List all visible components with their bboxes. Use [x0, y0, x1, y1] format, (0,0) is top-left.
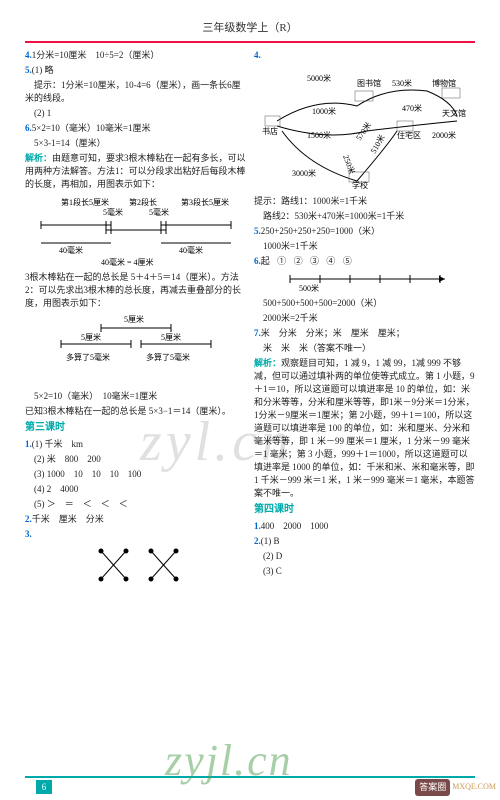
svg-text:图书馆: 图书馆: [357, 78, 381, 88]
s3q1-num: 1.: [25, 439, 32, 449]
svg-text:1500米: 1500米: [307, 130, 331, 140]
rq6-num: 6.: [254, 256, 261, 266]
page-header: 三年级数学上（R）: [25, 20, 475, 37]
svg-text:5毫米: 5毫米: [103, 207, 123, 217]
svg-text:40毫米: 40毫米: [59, 245, 83, 255]
svg-text:5000米: 5000米: [307, 73, 331, 83]
footer-rule: [25, 776, 475, 778]
svg-text:470米: 470米: [402, 103, 422, 113]
q4-text: 1分米=10厘米 10÷5=2（厘米）: [32, 50, 160, 60]
rq5a: 250+250+250+250=1000（米）: [261, 226, 380, 236]
q5-text: (1) 略: [32, 65, 54, 75]
s4q1-num: 1.: [254, 521, 261, 531]
r-ana-label: 解析：: [254, 358, 281, 368]
diag2-eq: 5×2=10（毫米） 10毫米=1厘米: [25, 390, 246, 403]
map-diagram: 5000米 图书馆 530米 博物馆 1000米 470米 天文馆 书店 150…: [254, 66, 475, 191]
q5-2: (2) 1: [25, 107, 246, 120]
s4q1-text: 400 2000 1000: [261, 521, 329, 531]
rq7b: 米 米 米（答案不唯一）: [254, 342, 475, 355]
stamp-text: MXQE.COM: [452, 781, 496, 793]
svg-text:530米: 530米: [392, 78, 412, 88]
left-column: 4.1分米=10厘米 10÷5=2（厘米） 5.(1) 略 提示：1分米=10厘…: [25, 49, 246, 590]
q3-diagram: [25, 545, 246, 585]
svg-text:多算了5毫米: 多算了5毫米: [146, 352, 190, 362]
s3q1e: (5) ＞ ＝ ＜ ＜ ＜: [25, 498, 246, 511]
svg-text:510米: 510米: [368, 132, 387, 154]
diagram-1: 第1段长5厘米 第2段长 第3段长5厘米 5毫米 5毫米 40毫米 40毫米 4…: [25, 195, 246, 267]
s3q2-text: 千米 厘米 分米: [32, 514, 104, 524]
hint2: 路线2：530米+470米=1000米=1千米: [254, 210, 475, 223]
rq7a: 米 分米 分米；米 厘米 厘米；: [261, 328, 405, 338]
s3q1a: (1) 千米 km: [32, 439, 83, 449]
svg-text:天文馆: 天文馆: [442, 108, 466, 118]
s3q1d: (4) 2 4000: [25, 483, 246, 496]
s4q2b: (2) D: [254, 550, 475, 563]
svg-text:住宅区: 住宅区: [397, 130, 421, 140]
svg-text:2000米: 2000米: [432, 130, 456, 140]
hint1: 提示：路线1：1000米=1千米: [254, 195, 475, 208]
q6-text: 5×2=10（毫米）10毫米=1厘米: [32, 123, 151, 133]
rq6-eq2: 2000米=2千米: [254, 312, 475, 325]
s4q2c: (3) C: [254, 565, 475, 578]
rq5b: 1000米=1千米: [254, 240, 475, 253]
svg-text:书店: 书店: [262, 126, 278, 136]
svg-text:1000米: 1000米: [312, 106, 336, 116]
s3q1b: (2) 米 800 200: [25, 453, 246, 466]
section-3: 第三课时: [25, 421, 246, 436]
rq6-eq1: 500+500+500+500=2000（米）: [254, 297, 475, 310]
section-4: 第四课时: [254, 503, 475, 518]
q6-2: 5×3-1=14（厘米）: [25, 137, 246, 150]
svg-text:5厘米: 5厘米: [81, 332, 101, 342]
svg-text:40毫米: 40毫米: [179, 245, 203, 255]
para2: 3根木棒粘在一起的总长是 5＋4＋5＝14（厘米）。方法2：可以先求出3根木棒的…: [25, 271, 246, 310]
number-line: 500米: [254, 273, 475, 293]
svg-text:5毫米: 5毫米: [149, 207, 169, 217]
rq5-num: 5.: [254, 226, 261, 236]
s3q3-num: 3.: [25, 529, 32, 539]
analysis-label: 解析：: [25, 153, 52, 163]
s3q1c: (3) 1000 10 10 10 100: [25, 468, 246, 481]
svg-text:第3段长5厘米: 第3段长5厘米: [181, 197, 229, 207]
s4q2-num: 2.: [254, 536, 261, 546]
svg-text:第2段长: 第2段长: [129, 197, 157, 207]
right-column: 4. 5000米 图书馆 530米 博物馆 1000米 470米 天文馆 书店 …: [254, 49, 475, 590]
rq6-line: 起 ① ② ③ ④ ⑤: [261, 257, 353, 267]
rq4-num: 4.: [254, 50, 261, 60]
page-number: 6: [36, 780, 52, 794]
diagram-2: 5厘米 5厘米 5厘米 多算了5毫米 多算了5毫米: [25, 314, 246, 386]
q5-num: 5.: [25, 65, 32, 75]
s3q2-num: 2.: [25, 514, 32, 524]
svg-text:5厘米: 5厘米: [124, 314, 144, 324]
r-ana: 观察题目可知，1 减 9，1 减 99，1减 999 不够减，但可以通过填补两的…: [254, 358, 475, 498]
stamp-box: 答案圈: [415, 779, 450, 797]
svg-text:3000米: 3000米: [292, 168, 316, 178]
s4q2a: (1) B: [261, 536, 280, 546]
svg-text:多算了5毫米: 多算了5毫米: [66, 352, 110, 362]
analysis-text: 由题意可知，要求3根木棒粘在一起有多长，可以用两种方法解答。方法1：可以分段求出…: [25, 153, 246, 189]
svg-text:500米: 500米: [299, 283, 319, 293]
svg-text:第1段长5厘米: 第1段长5厘米: [61, 197, 109, 207]
diag2-eq2: 已知3根木棒粘在一起的总长是 5×3−1＝14（厘米）。: [25, 405, 246, 418]
svg-text:40毫米 = 4厘米: 40毫米 = 4厘米: [101, 257, 154, 267]
q4-num: 4.: [25, 50, 32, 60]
svg-text:5厘米: 5厘米: [161, 332, 181, 342]
q6-num: 6.: [25, 123, 32, 133]
q5-hint: 提示：1分米=10厘米，10-4=6（厘米），画一条长6厘米的线段。: [25, 79, 246, 105]
stamp: 答案圈 MXQE.COM: [415, 779, 496, 797]
svg-text:博物馆: 博物馆: [432, 78, 456, 88]
rq7-num: 7.: [254, 328, 261, 338]
svg-text:学校: 学校: [352, 180, 368, 190]
header-rule: [25, 41, 475, 43]
